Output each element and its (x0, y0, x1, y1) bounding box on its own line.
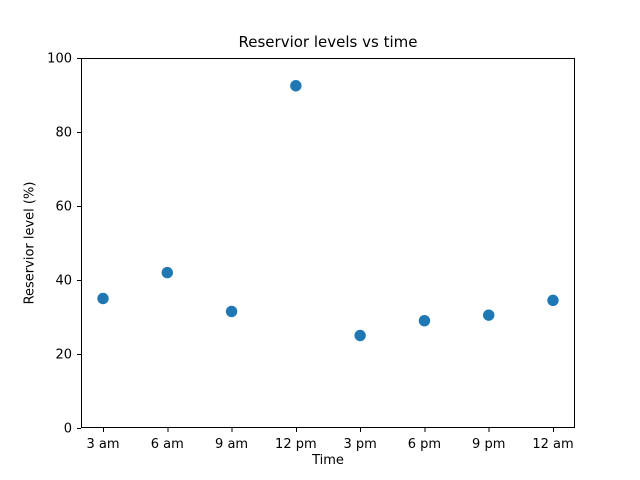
data-point (97, 292, 109, 305)
x-tick-label: 6 am (151, 437, 184, 452)
y-tick-label: 0 (64, 422, 72, 437)
y-tick-label: 60 (55, 200, 72, 215)
y-tick-label: 40 (55, 274, 72, 289)
data-point (418, 315, 431, 327)
x-tick-label: 3 am (86, 437, 119, 452)
y-tick-label: 80 (55, 126, 72, 141)
y-tick-label: 100 (47, 52, 72, 67)
x-tick-label: 3 pm (343, 437, 376, 452)
x-tick-label: 12 am (532, 437, 573, 452)
x-tick-label: 9 pm (472, 437, 505, 452)
data-point (225, 305, 238, 318)
data-point (483, 309, 495, 321)
x-axis-label: Time (312, 453, 344, 468)
y-tick-label: 20 (55, 348, 72, 363)
x-tick-label: 9 am (215, 437, 248, 452)
x-tick-label: 6 pm (408, 437, 441, 452)
axes-spines (81, 58, 575, 428)
data-point (161, 266, 173, 279)
chart-title: Reservior levels vs time (238, 33, 418, 51)
data-point (354, 329, 366, 342)
data-point (547, 294, 559, 307)
x-tick-label: 12 pm (275, 437, 317, 452)
data-point (290, 80, 302, 92)
